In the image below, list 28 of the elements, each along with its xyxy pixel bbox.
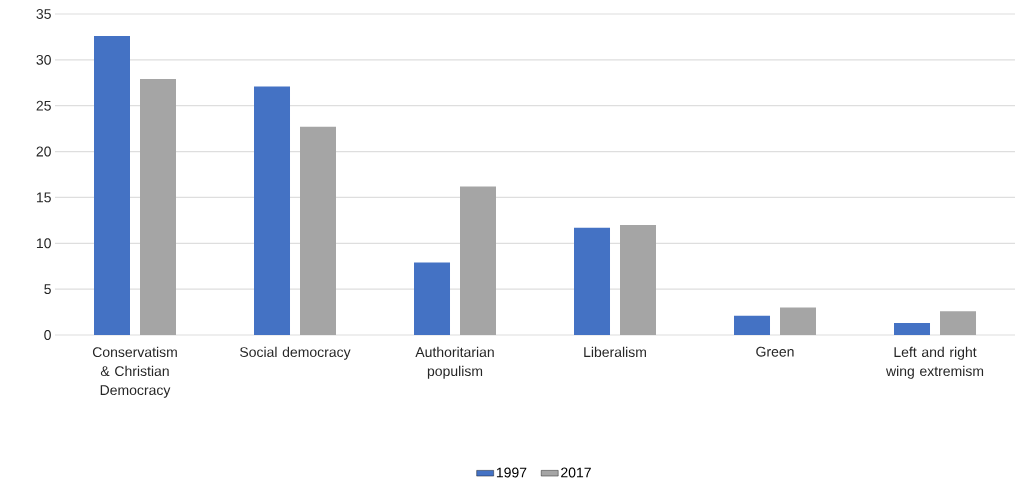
bar [460, 186, 496, 335]
bar [94, 36, 130, 335]
y-tick-label: 30 [36, 54, 51, 65]
x-tick-label: Green [756, 346, 794, 357]
y-tick-label: 35 [36, 9, 51, 19]
y-tick-label: 0 [44, 330, 51, 340]
bar [620, 224, 656, 335]
y-tick-label: 15 [36, 192, 51, 203]
bar [574, 227, 610, 335]
bar [940, 311, 977, 335]
bar [780, 307, 816, 335]
x-tick-label: Left and right wing extremism [885, 346, 984, 379]
y-tick-label: 5 [44, 284, 51, 295]
bar [414, 262, 450, 335]
bar [254, 86, 290, 335]
bar [300, 126, 336, 335]
x-tick-label: Authoritarian populism [415, 346, 494, 379]
x-tick-label: Conservatism & Christian Democracy [92, 346, 177, 398]
bar [734, 315, 770, 335]
y-tick-label: 20 [36, 146, 51, 157]
x-tick-label: Social democracy [240, 346, 351, 360]
legend-label: 1997 [496, 467, 527, 478]
bar [140, 79, 176, 335]
x-tick-label: Liberalism [584, 346, 646, 358]
y-tick-label: 25 [36, 100, 51, 111]
bar [894, 323, 930, 335]
y-tick-label: 10 [36, 238, 51, 249]
legend-label: 2017 [561, 467, 591, 478]
